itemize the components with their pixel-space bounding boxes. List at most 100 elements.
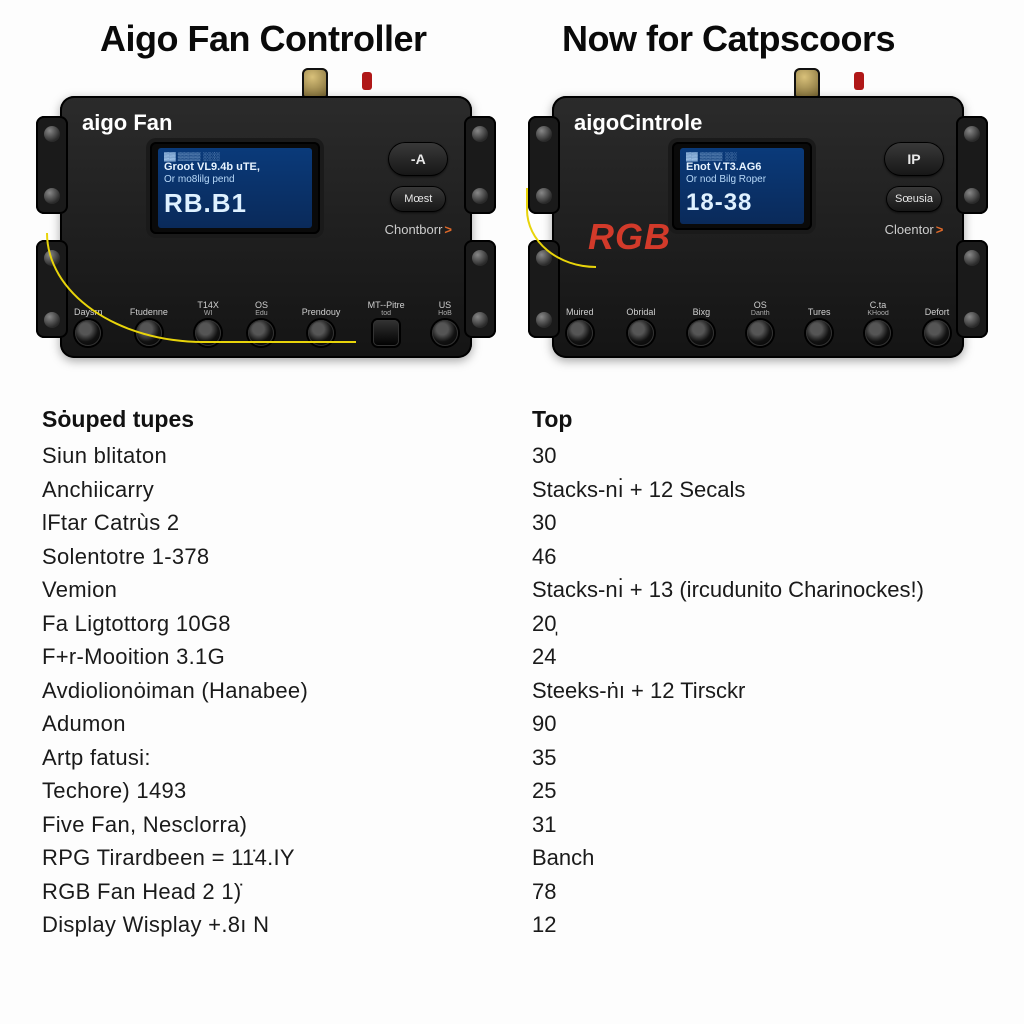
chevron-right-icon: > — [444, 222, 452, 237]
jack-icon — [806, 320, 832, 346]
lcd-line: Or mo8lilg pend — [164, 174, 306, 186]
port[interactable]: MT--Pitretod — [368, 299, 405, 346]
port-label: T14XWI — [197, 299, 219, 317]
port-label: C.taKHood — [867, 299, 888, 317]
spec-row-value: 25 — [532, 774, 982, 808]
port-label: OSDanth — [751, 299, 770, 317]
jack-icon — [75, 320, 101, 346]
spec-table: Sȯuped tupes Top Siun blitaton30Anchiica… — [30, 406, 994, 942]
spec-row-label: Fa Ligtottorg 10G8 — [42, 607, 492, 641]
device-b-btn-primary[interactable]: IP — [884, 142, 944, 176]
spec-row-label: Adumon — [42, 707, 492, 741]
mount-ear-icon — [36, 240, 68, 338]
port[interactable]: Obridal — [626, 299, 655, 346]
mount-ear-icon — [464, 240, 496, 338]
port-label: Defort — [925, 299, 950, 317]
lcd-line: Groot VL9.4b uTE, — [164, 161, 306, 174]
lcd-line: ▓▓ ▒▒▒▒ ░░░ — [164, 152, 306, 161]
spec-row-label: Anchiicarry — [42, 473, 492, 507]
lcd-main-readout: RB.B1 — [164, 189, 306, 219]
device-a: aigo Fan ▓▓ ▒▒▒▒ ░░░ Groot VL9.4b uTE, O… — [60, 96, 472, 358]
device-b-screen: ▓▓ ▒▒▒▒ ░░ Enot V.T3.AG6 Or nod Bilg Rop… — [672, 142, 812, 230]
device-row: aigo Fan ▓▓ ▒▒▒▒ ░░░ Groot VL9.4b uTE, O… — [30, 78, 994, 388]
jack-icon — [308, 320, 334, 346]
spec-row-value: 30 — [532, 439, 982, 473]
port[interactable]: Defort — [924, 299, 950, 346]
rgb-label: RGB — [588, 216, 671, 258]
port[interactable]: OSDanth — [747, 299, 773, 346]
device-b-link[interactable]: Cloentor> — [885, 222, 944, 237]
jack-icon — [628, 320, 654, 346]
port[interactable]: OSEdu — [248, 299, 274, 346]
spec-row-label: F+r-Mooition 3.1G — [42, 640, 492, 674]
device-b-brand: aigoCintrole — [574, 110, 702, 136]
port[interactable]: Ftudenne — [130, 299, 168, 346]
jack-icon — [747, 320, 773, 346]
spec-row-value: Stacks-nı̇ + 12 Secals — [532, 473, 982, 507]
spec-row-value: Stacks-nı̇ + 13 (ircudunito Charinockes!… — [532, 573, 982, 607]
lcd-main-readout: 18-38 — [686, 189, 798, 217]
port[interactable]: Tures — [806, 299, 832, 346]
device-a-link[interactable]: Chontborr> — [385, 222, 452, 237]
spec-row-value: 24 — [532, 640, 982, 674]
spec-header-left: Sȯuped tupes — [42, 406, 492, 439]
port-label: Tures — [808, 299, 831, 317]
spec-row-value: 78 — [532, 875, 982, 909]
device-a-brand: aigo Fan — [82, 110, 172, 136]
spec-row-value: 90 — [532, 707, 982, 741]
mount-ear-icon — [956, 240, 988, 338]
port[interactable]: Daysrn — [74, 299, 103, 346]
spec-row-value: 46 — [532, 540, 982, 574]
red-pin-icon — [362, 72, 372, 90]
port-label: Obridal — [626, 299, 655, 317]
spec-row-label: Avdiolionȯiman (Hanabee) — [42, 674, 492, 708]
port[interactable]: T14XWI — [195, 299, 221, 346]
device-b-slot: aigoCintrole RGB ▓▓ ▒▒▒▒ ░░ Enot V.T3.AG… — [532, 78, 984, 388]
port-label: Bixg — [693, 299, 711, 317]
spec-row-label: RPG Tirardbeen = 11̇4.IY — [42, 841, 492, 875]
lcd-line: Or nod Bilg Roper — [686, 174, 798, 186]
jack-icon — [373, 320, 399, 346]
mount-ear-icon — [36, 116, 68, 214]
port[interactable]: Muired — [566, 299, 594, 346]
port[interactable]: USHoB — [432, 299, 458, 346]
device-a-btn-primary[interactable]: -A — [388, 142, 448, 176]
spec-row-value: 31 — [532, 808, 982, 842]
link-text: Chontborr — [385, 222, 443, 237]
device-a-btn-secondary[interactable]: Mœst — [390, 186, 446, 212]
port-label: Daysrn — [74, 299, 103, 317]
spec-row-label: lFtar Catrùs 2 — [42, 506, 492, 540]
link-text: Cloentor — [885, 222, 934, 237]
port-label: USHoB — [438, 299, 452, 317]
port-label: Ftudenne — [130, 299, 168, 317]
mount-ear-icon — [464, 116, 496, 214]
spec-row-label: Five Fan, Nesclorra) — [42, 808, 492, 842]
jack-icon — [248, 320, 274, 346]
device-b-ports: Muired Obridal Bixg OSDanth Tures C.taKHood De… — [566, 299, 950, 346]
device-b: aigoCintrole RGB ▓▓ ▒▒▒▒ ░░ Enot V.T3.AG… — [552, 96, 964, 358]
lcd-line: ▓▓ ▒▒▒▒ ░░ — [686, 152, 798, 161]
port[interactable]: Prendouy — [302, 299, 341, 346]
port[interactable]: C.taKHood — [865, 299, 891, 346]
spec-row-label: Solentotre 1-378 — [42, 540, 492, 574]
mount-ear-icon — [528, 240, 560, 338]
title-left: Aigo Fan Controller — [30, 18, 532, 60]
antenna-connector-icon — [794, 68, 820, 98]
jack-icon — [432, 320, 458, 346]
spec-row-value: Banch — [532, 841, 982, 875]
spec-row-value: 30 — [532, 506, 982, 540]
spec-row-label: RGB Fan Head 2 1)̇ — [42, 875, 492, 909]
spec-row-label: Siun blitaton — [42, 439, 492, 473]
port-label: OSEdu — [255, 299, 268, 317]
port-label: Prendouy — [302, 299, 341, 317]
port-label: Muired — [566, 299, 594, 317]
red-pin-icon — [854, 72, 864, 90]
spec-row-label: Techore) 1493 — [42, 774, 492, 808]
device-b-btn-secondary[interactable]: Sœusia — [886, 186, 942, 212]
spec-row-label: Vemion — [42, 573, 492, 607]
spec-row-value: Steeks-ṅı + 12 Tirsckr — [532, 674, 982, 708]
spec-row-label: Artp fatusi: — [42, 741, 492, 775]
mount-ear-icon — [528, 116, 560, 214]
spec-row-value: 12 — [532, 908, 982, 942]
port[interactable]: Bixg — [688, 299, 714, 346]
